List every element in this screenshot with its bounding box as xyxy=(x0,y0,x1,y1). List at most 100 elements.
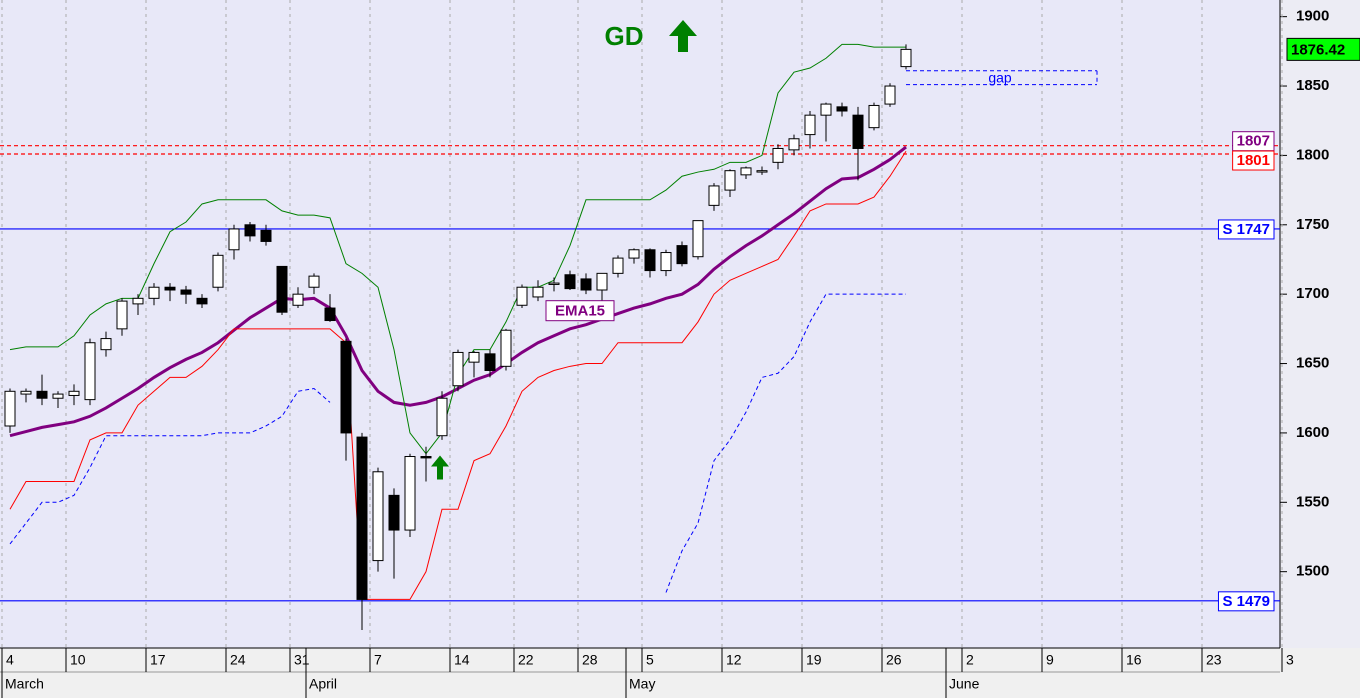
month-label: May xyxy=(629,676,655,692)
candle-body xyxy=(420,456,432,459)
candle-body xyxy=(852,114,864,149)
candle-body xyxy=(708,185,720,206)
candle-body xyxy=(612,257,624,274)
candle-body xyxy=(788,138,800,151)
signal-arrow xyxy=(431,455,449,480)
y-tick-label: 1500 xyxy=(1296,563,1329,580)
month-label: June xyxy=(949,676,980,692)
candle-body xyxy=(4,390,16,427)
candle-body xyxy=(148,286,160,299)
month-label: April xyxy=(309,676,337,692)
level-label: 1807 xyxy=(1237,133,1270,150)
marks xyxy=(0,43,1280,630)
candle-body xyxy=(900,48,912,68)
level-label: S 1747 xyxy=(1222,221,1270,238)
x-tick-label: 5 xyxy=(646,652,654,668)
x-tick-label: 3 xyxy=(1286,652,1294,668)
candle-body xyxy=(84,342,96,401)
candle-body xyxy=(548,282,560,285)
candle-body xyxy=(100,338,112,351)
candle-body xyxy=(644,249,656,272)
candle-body xyxy=(628,249,640,259)
x-tick-label: 16 xyxy=(1126,652,1142,668)
candle-body xyxy=(468,351,480,363)
y-tick-label: 1600 xyxy=(1296,424,1329,441)
series-line xyxy=(9,293,906,593)
y-tick-label: 1800 xyxy=(1296,146,1329,163)
candle-body xyxy=(836,106,848,112)
candle-body xyxy=(404,456,416,531)
x-tick-label: 26 xyxy=(886,652,902,668)
candle-body xyxy=(228,228,240,251)
y-tick-label: 1900 xyxy=(1296,8,1329,25)
x-axis-background xyxy=(0,648,1360,698)
level-label-box xyxy=(1217,591,1275,612)
candle-body xyxy=(20,390,32,395)
series-label: EMA15 xyxy=(555,303,605,320)
candle-body xyxy=(532,286,544,298)
x-tick-label: 24 xyxy=(230,652,246,668)
x-tick-label: 19 xyxy=(806,652,822,668)
candle-body xyxy=(372,471,384,562)
chart-title: GD xyxy=(605,21,644,51)
candle-body xyxy=(452,351,464,387)
x-tick-label: 31 xyxy=(294,652,310,668)
x-tick-label: 17 xyxy=(150,652,166,668)
candle-body xyxy=(36,390,48,399)
month-label: March xyxy=(5,676,44,692)
plot-background xyxy=(0,0,1280,648)
title-arrow xyxy=(669,20,697,52)
candle-body xyxy=(116,300,128,330)
last-price: 1876.42 xyxy=(1291,41,1345,58)
candle-body xyxy=(676,245,688,265)
candle-body xyxy=(436,397,448,437)
candle-body xyxy=(564,274,576,290)
candle-body xyxy=(292,293,304,306)
candle-body xyxy=(772,147,784,163)
y-tick-label: 1550 xyxy=(1296,493,1329,510)
candle-body xyxy=(388,494,400,531)
candle-body xyxy=(324,307,336,322)
candle-body xyxy=(724,170,736,191)
level-label-box xyxy=(1217,219,1275,240)
x-tick-label: 9 xyxy=(1046,652,1054,668)
candle-body xyxy=(516,286,528,306)
y-tick-label: 1700 xyxy=(1296,285,1329,302)
candle-body xyxy=(308,275,320,288)
x-tick-label: 23 xyxy=(1206,652,1222,668)
candle-body xyxy=(212,254,224,288)
candle-body xyxy=(660,252,672,272)
candle-body xyxy=(180,289,192,295)
series-line xyxy=(9,150,907,600)
candle-body xyxy=(356,436,368,600)
candle-body xyxy=(692,220,704,258)
candle-body xyxy=(500,329,512,367)
gap-label: gap xyxy=(988,69,1012,85)
candle-body xyxy=(52,393,64,399)
candle-body xyxy=(756,170,768,173)
candle-body xyxy=(68,390,80,396)
x-tick-label: 4 xyxy=(6,652,14,668)
x-tick-label: 10 xyxy=(70,652,86,668)
candle-body xyxy=(164,286,176,291)
y-axis-background xyxy=(1280,0,1360,648)
candle-body xyxy=(196,297,208,305)
level-label: S 1479 xyxy=(1222,593,1270,610)
candle-body xyxy=(580,278,592,291)
candle-body xyxy=(132,297,144,305)
candle-body xyxy=(596,272,608,291)
x-tick-label: 14 xyxy=(454,652,470,668)
y-tick-label: 1750 xyxy=(1296,216,1329,233)
candle-body xyxy=(868,104,880,129)
x-tick-label: 12 xyxy=(726,652,742,668)
level-label: 1801 xyxy=(1237,152,1270,169)
x-tick-label: 2 xyxy=(966,652,974,668)
candle-body xyxy=(276,265,288,313)
candle-body xyxy=(740,167,752,176)
labels: 1500 1550 1600 1650 1700 1750 1800 1850 1900 4 10 1… xyxy=(5,8,1360,692)
x-tick-label: 22 xyxy=(518,652,534,668)
candle-body xyxy=(484,353,496,371)
candle-body xyxy=(804,114,816,136)
x-tick-label: 28 xyxy=(582,652,598,668)
